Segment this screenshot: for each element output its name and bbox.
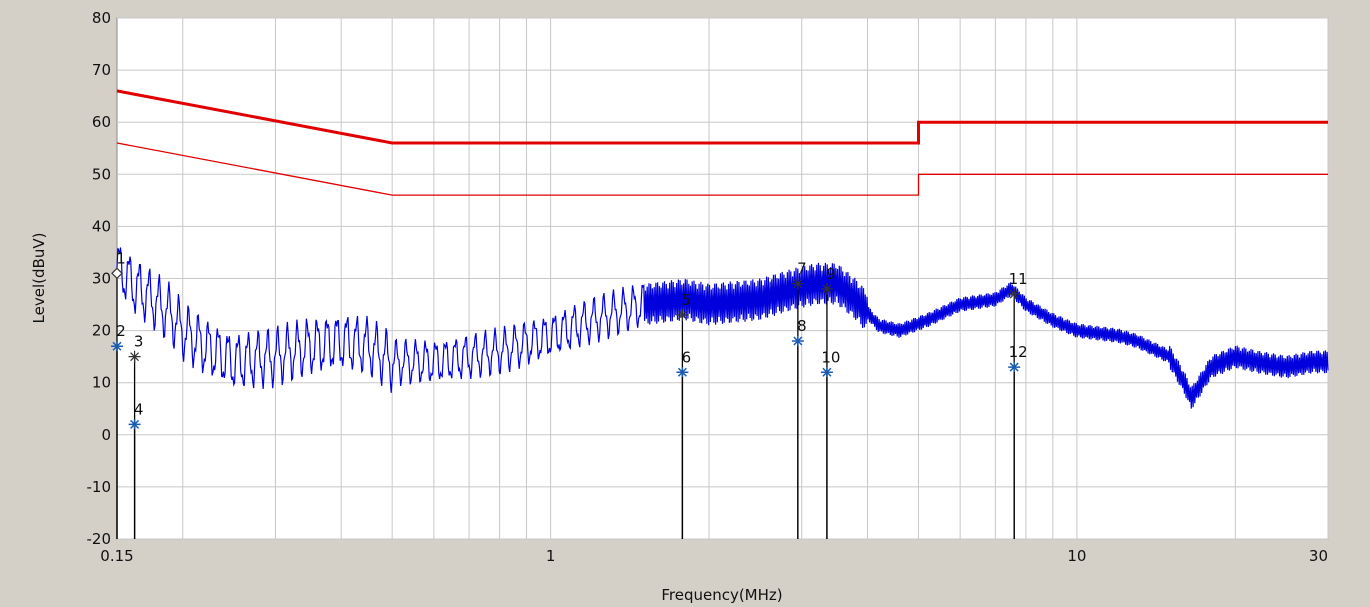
limit-line-thin xyxy=(116,142,1328,196)
limit-line-thick xyxy=(116,89,1328,145)
y-tick-label: 10 xyxy=(92,374,111,392)
x-tick-label: 10 xyxy=(1067,547,1086,565)
marker-6: 6 xyxy=(676,348,691,539)
marker-label: 2 xyxy=(116,322,126,340)
y-tick-label: 0 xyxy=(101,426,111,444)
marker-symbol xyxy=(128,350,141,363)
y-tick-label: 40 xyxy=(92,217,111,235)
measurement-trace xyxy=(116,247,1329,409)
marker-label: 3 xyxy=(134,333,144,351)
marker-symbol xyxy=(111,341,123,352)
marker-4: 4 xyxy=(128,400,144,539)
y-tick-label: -20 xyxy=(87,530,112,548)
y-tick-label: 70 xyxy=(92,61,111,79)
marker-label: 8 xyxy=(797,317,807,335)
marker-label: 5 xyxy=(682,291,692,309)
marker-symbol xyxy=(820,367,833,378)
marker-symbol xyxy=(676,308,689,321)
marker-2: 2 xyxy=(111,322,126,539)
y-axis-label: Level(dBuV) xyxy=(30,233,48,324)
grid xyxy=(117,17,1329,540)
x-tick-label: 30 xyxy=(1309,547,1328,565)
y-tick-label: 30 xyxy=(92,270,111,288)
marker-label: 10 xyxy=(821,348,840,366)
marker-label: 12 xyxy=(1009,343,1028,361)
limit-lines xyxy=(116,89,1328,196)
marker-symbol xyxy=(791,336,804,347)
marker-8: 8 xyxy=(791,317,807,539)
marker-label: 1 xyxy=(116,249,126,267)
y-tick-label: 80 xyxy=(92,9,111,27)
x-tick-label: 1 xyxy=(546,547,556,565)
marker-label: 6 xyxy=(682,348,692,366)
marker-label: 7 xyxy=(797,260,807,278)
marker-symbol xyxy=(1008,288,1021,301)
marker-symbol xyxy=(791,277,804,290)
marker-symbol xyxy=(128,419,141,430)
trace-line xyxy=(116,247,1329,409)
x-tick-label: 0.15 xyxy=(100,547,133,565)
x-axis-label: Frequency(MHz) xyxy=(661,586,782,604)
marker-label: 9 xyxy=(826,265,836,283)
marker-label: 11 xyxy=(1009,270,1028,288)
marker-label: 4 xyxy=(134,400,144,418)
marker-symbol xyxy=(111,267,123,280)
y-tick-label: 60 xyxy=(92,113,111,131)
marker-12: 12 xyxy=(1008,343,1028,539)
y-tick-label: 50 xyxy=(92,165,111,183)
y-tick-label: 20 xyxy=(92,322,111,340)
marker-symbol xyxy=(1008,362,1021,373)
marker-10: 10 xyxy=(820,348,840,539)
y-tick-label: -10 xyxy=(87,478,112,496)
tick-labels: -20 -10 0 10 20 30 40 50 60 70 80 0.15 1 10 30 xyxy=(87,9,1329,565)
marker-symbol xyxy=(820,282,833,295)
marker-symbol xyxy=(676,367,689,378)
